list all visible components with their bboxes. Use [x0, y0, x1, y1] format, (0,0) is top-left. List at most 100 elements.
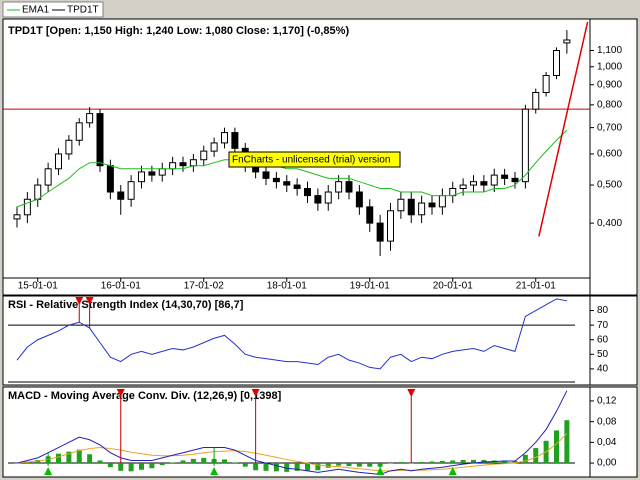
candle-body [293, 184, 301, 189]
histogram-bar [56, 453, 61, 464]
histogram-bar [564, 420, 570, 464]
candle-body [521, 108, 529, 183]
candle-body [387, 210, 394, 242]
candle-body [418, 202, 426, 216]
candle-body [272, 177, 280, 183]
sell-signal [116, 389, 125, 397]
y-tick-label: 40 [597, 364, 609, 375]
candle-body [86, 113, 94, 124]
candle-body [75, 122, 83, 141]
y-tick-label: 0,900 [597, 79, 622, 90]
y-tick-label: 1,000 [597, 61, 622, 72]
histogram-bar [149, 463, 155, 469]
histogram-bar [294, 463, 300, 471]
y-tick-label: 80 [597, 305, 609, 316]
candle-body [262, 171, 270, 179]
candle-body [138, 171, 145, 183]
y-tick-label: 0,700 [597, 122, 622, 133]
candle-body [438, 195, 446, 208]
histogram-bar [554, 430, 559, 464]
candle-body [480, 181, 488, 186]
y-tick-label: 0,08 [597, 416, 617, 427]
histogram-bar [398, 462, 404, 464]
candle-body [459, 184, 467, 189]
candle-body [511, 177, 519, 183]
candle-body [345, 181, 353, 193]
histogram-bar [315, 463, 321, 471]
signal-line [16, 433, 568, 472]
y-tick-label: 60 [597, 334, 609, 345]
candle-body [34, 184, 42, 200]
macd-panel [2, 386, 638, 478]
histogram-bar [336, 463, 342, 466]
x-tick-label: 19-01-01 [350, 281, 390, 292]
histogram-bar [408, 463, 414, 464]
y-tick-label: 50 [597, 349, 609, 360]
histogram-bar [356, 463, 362, 467]
histogram-bar [170, 462, 176, 464]
y-tick-label: 0,800 [597, 99, 622, 110]
histogram-bar [76, 449, 82, 464]
x-tick-label: 21-01-01 [516, 281, 556, 292]
candle-body [221, 132, 228, 144]
histogram-bar [253, 463, 259, 471]
sell-signal [407, 389, 416, 397]
buy-signal [210, 467, 219, 475]
price-title: TPD1T [Open: 1,150 High: 1,240 Low: 1,08… [8, 25, 349, 37]
histogram-bar [118, 463, 124, 471]
y-tick-label: 0,500 [597, 180, 622, 191]
x-tick-label: 20-01-01 [433, 281, 473, 292]
histogram-bar [222, 459, 227, 464]
candle-body [106, 165, 114, 193]
histogram-bar [367, 463, 373, 467]
x-tick-label: 18-01-01 [267, 281, 307, 292]
candle-body [304, 187, 311, 197]
candle-body [376, 222, 384, 242]
y-tick-label: 0,04 [597, 437, 617, 448]
histogram-bar [305, 463, 310, 471]
y-tick-label: 0,400 [597, 218, 622, 229]
histogram-bar [66, 451, 72, 464]
candle-body [501, 174, 509, 179]
histogram-bar [471, 459, 476, 464]
histogram-bar [242, 463, 248, 467]
candle-body [470, 181, 477, 186]
candle-body [127, 181, 135, 200]
histogram-bar [273, 463, 279, 472]
candle-body [532, 92, 540, 110]
sell-signal [75, 297, 84, 305]
histogram-bar [512, 460, 518, 464]
histogram-bar [190, 458, 196, 464]
y-tick-label: 0,12 [597, 396, 617, 407]
histogram-bar [14, 463, 20, 464]
histogram-bar [419, 462, 425, 464]
buy-signal [44, 467, 53, 475]
histogram-bar [502, 460, 508, 464]
histogram-bar [107, 463, 113, 468]
histogram-bar [35, 459, 41, 464]
legend-label: EMA1 [22, 5, 50, 16]
histogram-bar [325, 463, 331, 468]
histogram-bar [139, 463, 144, 470]
histogram-bar [377, 463, 383, 467]
candle-body [553, 50, 560, 77]
histogram-bar [263, 463, 269, 471]
candle-body [335, 181, 343, 193]
candle-body [563, 39, 571, 44]
buy-signal [448, 467, 457, 475]
candle-body [189, 159, 197, 167]
y-tick-label: 0,00 [597, 458, 617, 469]
histogram-bar [128, 463, 134, 472]
candle-body [366, 206, 374, 224]
candle-body [117, 191, 125, 200]
macd-line [16, 390, 568, 475]
candle-body [179, 162, 187, 167]
x-tick-label: 17-01-02 [184, 281, 224, 292]
candle-body [407, 198, 415, 216]
x-tick-label: 16-01-01 [101, 281, 141, 292]
macd-title: MACD - Moving Average Conv. Div. (12,26,… [8, 390, 282, 402]
histogram-bar [284, 463, 290, 472]
candle-body [169, 162, 177, 170]
